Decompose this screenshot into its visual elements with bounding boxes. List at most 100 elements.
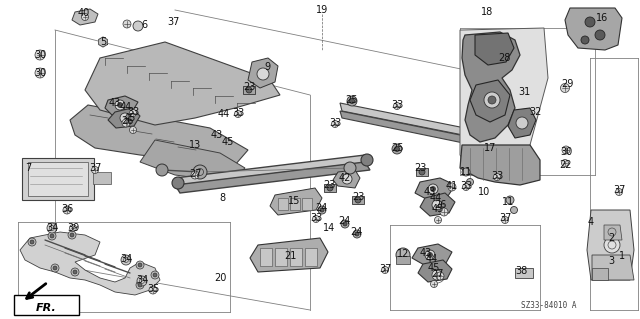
Text: 33: 33 xyxy=(329,118,341,128)
Circle shape xyxy=(129,127,136,133)
Polygon shape xyxy=(340,103,478,138)
Polygon shape xyxy=(243,86,255,94)
Circle shape xyxy=(432,270,442,280)
Text: 20: 20 xyxy=(214,273,226,283)
Circle shape xyxy=(561,160,568,167)
Circle shape xyxy=(71,268,79,276)
Circle shape xyxy=(585,17,595,27)
Circle shape xyxy=(344,162,356,174)
Circle shape xyxy=(431,280,438,287)
Text: 18: 18 xyxy=(481,7,493,17)
Text: SZ33-84010 A: SZ33-84010 A xyxy=(521,300,577,309)
Text: 6: 6 xyxy=(141,20,147,30)
Circle shape xyxy=(136,261,144,269)
Text: 36: 36 xyxy=(61,204,73,214)
Polygon shape xyxy=(175,162,370,193)
Circle shape xyxy=(120,113,130,123)
Text: 45: 45 xyxy=(428,263,440,273)
Text: 45: 45 xyxy=(432,204,444,214)
Circle shape xyxy=(488,96,496,104)
Text: 21: 21 xyxy=(284,251,296,261)
Polygon shape xyxy=(592,255,634,280)
Circle shape xyxy=(516,117,528,129)
Text: 12: 12 xyxy=(397,249,409,259)
Text: 25: 25 xyxy=(346,95,358,105)
Circle shape xyxy=(440,208,448,216)
Circle shape xyxy=(92,167,99,174)
Text: 34: 34 xyxy=(46,223,58,233)
Bar xyxy=(278,198,288,210)
Circle shape xyxy=(149,286,157,294)
Circle shape xyxy=(506,196,514,204)
Text: 43: 43 xyxy=(420,248,432,258)
Polygon shape xyxy=(592,268,608,280)
Circle shape xyxy=(562,146,570,154)
Text: 34: 34 xyxy=(136,275,148,285)
Circle shape xyxy=(138,283,142,287)
Polygon shape xyxy=(108,108,140,128)
Bar xyxy=(275,248,287,266)
Circle shape xyxy=(53,266,57,270)
Polygon shape xyxy=(20,232,160,295)
Circle shape xyxy=(361,154,373,166)
Text: 10: 10 xyxy=(478,187,490,197)
Polygon shape xyxy=(175,155,370,185)
Circle shape xyxy=(428,184,438,194)
Circle shape xyxy=(343,222,347,226)
Text: 33: 33 xyxy=(127,107,139,117)
Circle shape xyxy=(121,255,131,265)
Text: 37: 37 xyxy=(89,163,101,173)
Bar xyxy=(260,248,272,266)
Text: 8: 8 xyxy=(219,193,225,203)
Polygon shape xyxy=(416,168,428,176)
Polygon shape xyxy=(415,178,455,200)
Circle shape xyxy=(396,248,410,262)
Text: 14: 14 xyxy=(323,223,335,233)
Circle shape xyxy=(432,200,442,210)
Circle shape xyxy=(467,179,474,186)
Circle shape xyxy=(320,208,324,212)
Polygon shape xyxy=(105,96,138,115)
Text: 33: 33 xyxy=(460,181,472,191)
Circle shape xyxy=(431,187,435,191)
Text: 23: 23 xyxy=(352,192,364,202)
Text: 33: 33 xyxy=(391,100,403,110)
Bar xyxy=(305,248,317,266)
Text: 40: 40 xyxy=(78,8,90,18)
Text: 42: 42 xyxy=(339,173,351,183)
Circle shape xyxy=(353,230,361,238)
Text: 35: 35 xyxy=(147,284,159,294)
Circle shape xyxy=(123,118,131,126)
Polygon shape xyxy=(70,105,248,165)
Text: 44: 44 xyxy=(426,254,438,264)
Text: 24: 24 xyxy=(315,203,327,213)
Circle shape xyxy=(561,84,570,93)
Text: 33: 33 xyxy=(310,213,322,223)
Polygon shape xyxy=(475,33,514,65)
Circle shape xyxy=(394,102,401,109)
Text: 30: 30 xyxy=(560,147,572,157)
Text: 37: 37 xyxy=(499,213,511,223)
Circle shape xyxy=(392,144,402,154)
Circle shape xyxy=(35,68,45,78)
Circle shape xyxy=(47,223,57,233)
Polygon shape xyxy=(587,210,634,280)
Text: 32: 32 xyxy=(529,107,541,117)
Text: 34: 34 xyxy=(120,254,132,264)
Circle shape xyxy=(616,189,623,196)
Text: 38: 38 xyxy=(515,266,527,276)
Text: 29: 29 xyxy=(561,79,573,89)
Text: 37: 37 xyxy=(379,264,391,274)
Circle shape xyxy=(581,36,589,44)
Circle shape xyxy=(347,96,357,106)
Circle shape xyxy=(511,206,518,213)
Text: 37: 37 xyxy=(168,17,180,27)
Circle shape xyxy=(435,217,442,224)
Circle shape xyxy=(28,238,36,246)
Text: 24: 24 xyxy=(338,216,350,226)
Text: 45: 45 xyxy=(124,113,136,123)
Text: 15: 15 xyxy=(288,196,300,206)
Circle shape xyxy=(484,92,500,108)
Circle shape xyxy=(63,206,71,214)
Polygon shape xyxy=(248,58,278,88)
